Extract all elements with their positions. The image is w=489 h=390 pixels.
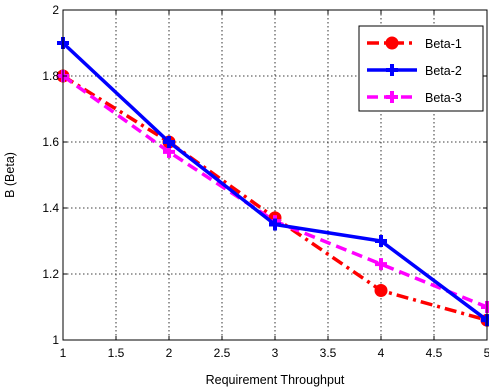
- x-tick-label: 1: [60, 346, 67, 360]
- legend-item-beta-2: Beta-2: [367, 64, 462, 78]
- data-point-marker: [163, 136, 175, 148]
- data-point-marker: [481, 301, 489, 313]
- legend-label: Beta-1: [425, 37, 462, 51]
- x-tick-label: 2.5: [214, 346, 231, 360]
- legend-label: Beta-2: [425, 64, 462, 78]
- data-point-marker: [375, 258, 387, 271]
- data-point-marker: [375, 235, 387, 247]
- y-tick-label: 2: [52, 3, 59, 17]
- y-axis-label: B (Beta): [3, 152, 17, 198]
- x-tick-label: 3.5: [320, 346, 337, 360]
- data-point-marker: [386, 91, 398, 103]
- data-point-marker: [374, 284, 388, 297]
- x-tick-label: 4.5: [426, 346, 443, 360]
- legend-item-beta-3: Beta-3: [367, 91, 462, 105]
- legend-item-beta-1: Beta-1: [367, 36, 462, 51]
- x-axis-label: Requirement Throughput: [206, 373, 345, 387]
- legend: Beta-1 Beta-2 Beta-3: [358, 25, 484, 112]
- y-tick-label: 1.6: [42, 135, 59, 149]
- axis-ticks: 1 1.5 2 2.5 3 3.5 4 4.5 5 1 1.2 1.4 1.6 1.8 2: [42, 3, 489, 360]
- x-tick-label: 5: [484, 346, 489, 360]
- grid: [63, 10, 487, 340]
- y-tick-label: 1.8: [42, 69, 59, 83]
- data-point-marker: [269, 218, 281, 231]
- x-tick-label: 3: [272, 346, 279, 360]
- x-tick-label: 4: [378, 346, 385, 360]
- x-tick-label: 2: [166, 346, 173, 360]
- legend-label: Beta-3: [425, 91, 462, 105]
- x-tick-label: 1.5: [108, 346, 125, 360]
- y-tick-label: 1.2: [42, 267, 59, 281]
- data-point-marker: [386, 64, 398, 76]
- data-point-marker: [385, 36, 399, 50]
- y-tick-label: 1.4: [42, 201, 59, 215]
- y-tick-label: 1: [52, 333, 59, 347]
